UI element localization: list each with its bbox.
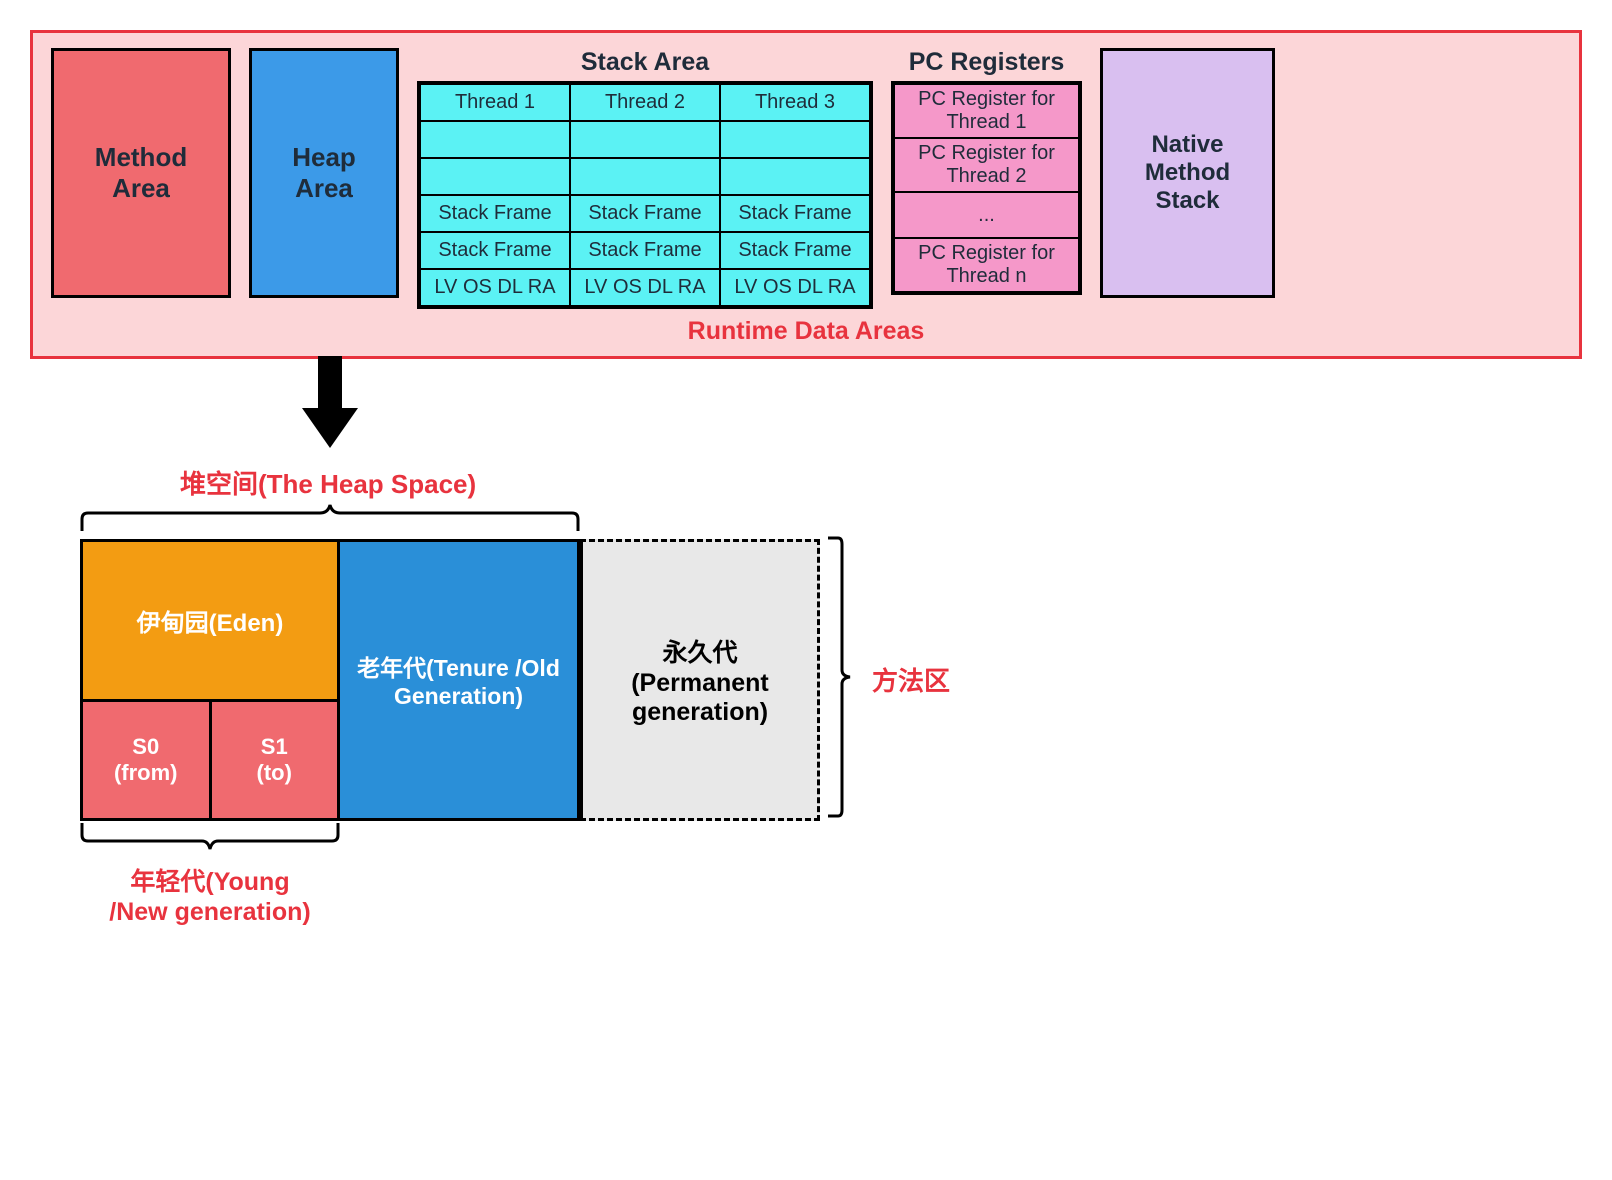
- stack-cell: [720, 158, 870, 195]
- runtime-caption: Runtime Data Areas: [688, 317, 925, 346]
- bracket-top-icon: [80, 501, 1582, 538]
- stack-grid: Thread 1 Stack Frame Stack Frame LV OS D…: [417, 81, 873, 309]
- bracket-bottom-icon: [80, 821, 1582, 858]
- stack-cell: Stack Frame: [570, 232, 720, 269]
- method-zone-label: 方法区: [872, 661, 950, 698]
- stack-cell: Thread 3: [720, 84, 870, 121]
- stack-cell: Thread 1: [420, 84, 570, 121]
- stack-cell: Stack Frame: [720, 232, 870, 269]
- stack-cell: LV OS DL RA: [420, 269, 570, 306]
- stack-col-2: Thread 2 Stack Frame Stack Frame LV OS D…: [570, 84, 720, 306]
- bracket-right-icon: [826, 536, 854, 823]
- stack-col-3: Thread 3 Stack Frame Stack Frame LV OS D…: [720, 84, 870, 306]
- method-area-box: MethodArea: [51, 48, 231, 298]
- heap-diagram: 伊甸园(Eden) S0(from) S1(to) 老年代(Tenure /Ol…: [80, 536, 1582, 823]
- arrow-down-icon: [300, 356, 1582, 456]
- stack-cell: Stack Frame: [420, 195, 570, 232]
- s0-box: S0(from): [80, 699, 209, 821]
- stack-cell: [720, 121, 870, 158]
- stack-cell: Stack Frame: [570, 195, 720, 232]
- permanent-generation-box: 永久代(Permanent generation): [580, 539, 820, 821]
- heap-generations: 伊甸园(Eden) S0(from) S1(to) 老年代(Tenure /Ol…: [80, 539, 580, 821]
- pc-cell: PC Register for Thread 1: [894, 84, 1079, 138]
- pc-cell: ...: [894, 192, 1079, 238]
- heap-space-label: 堆空间(The Heap Space): [180, 464, 1582, 501]
- eden-box: 伊甸园(Eden): [80, 539, 340, 699]
- stack-area-section: Stack Area Thread 1 Stack Frame Stack Fr…: [417, 48, 873, 309]
- s1-box: S1(to): [209, 699, 341, 821]
- heap-area-box: HeapArea: [249, 48, 399, 298]
- runtime-data-areas: MethodArea HeapArea Stack Area Thread 1 …: [30, 30, 1582, 359]
- pc-grid: PC Register for Thread 1 PC Register for…: [891, 81, 1082, 295]
- stack-cell: LV OS DL RA: [570, 269, 720, 306]
- stack-cell: Thread 2: [570, 84, 720, 121]
- stack-cell: [570, 121, 720, 158]
- stack-cell: LV OS DL RA: [720, 269, 870, 306]
- young-generation: 伊甸园(Eden) S0(from) S1(to): [80, 539, 340, 821]
- pc-registers-section: PC Registers PC Register for Thread 1 PC…: [891, 48, 1082, 309]
- survivor-row: S0(from) S1(to): [80, 699, 340, 821]
- pc-registers-title: PC Registers: [909, 48, 1065, 77]
- stack-cell: [420, 121, 570, 158]
- stack-cell: Stack Frame: [720, 195, 870, 232]
- pc-cell: PC Register for Thread n: [894, 238, 1079, 292]
- runtime-row: MethodArea HeapArea Stack Area Thread 1 …: [51, 48, 1561, 309]
- stack-col-1: Thread 1 Stack Frame Stack Frame LV OS D…: [420, 84, 570, 306]
- stack-cell: [570, 158, 720, 195]
- native-method-stack-box: NativeMethodStack: [1100, 48, 1275, 298]
- pc-cell: PC Register for Thread 2: [894, 138, 1079, 192]
- stack-cell: Stack Frame: [420, 232, 570, 269]
- old-generation-box: 老年代(Tenure /Old Generation): [340, 539, 580, 821]
- young-generation-label: 年轻代(Young/New generation): [80, 862, 340, 927]
- stack-cell: [420, 158, 570, 195]
- stack-area-title: Stack Area: [581, 48, 709, 77]
